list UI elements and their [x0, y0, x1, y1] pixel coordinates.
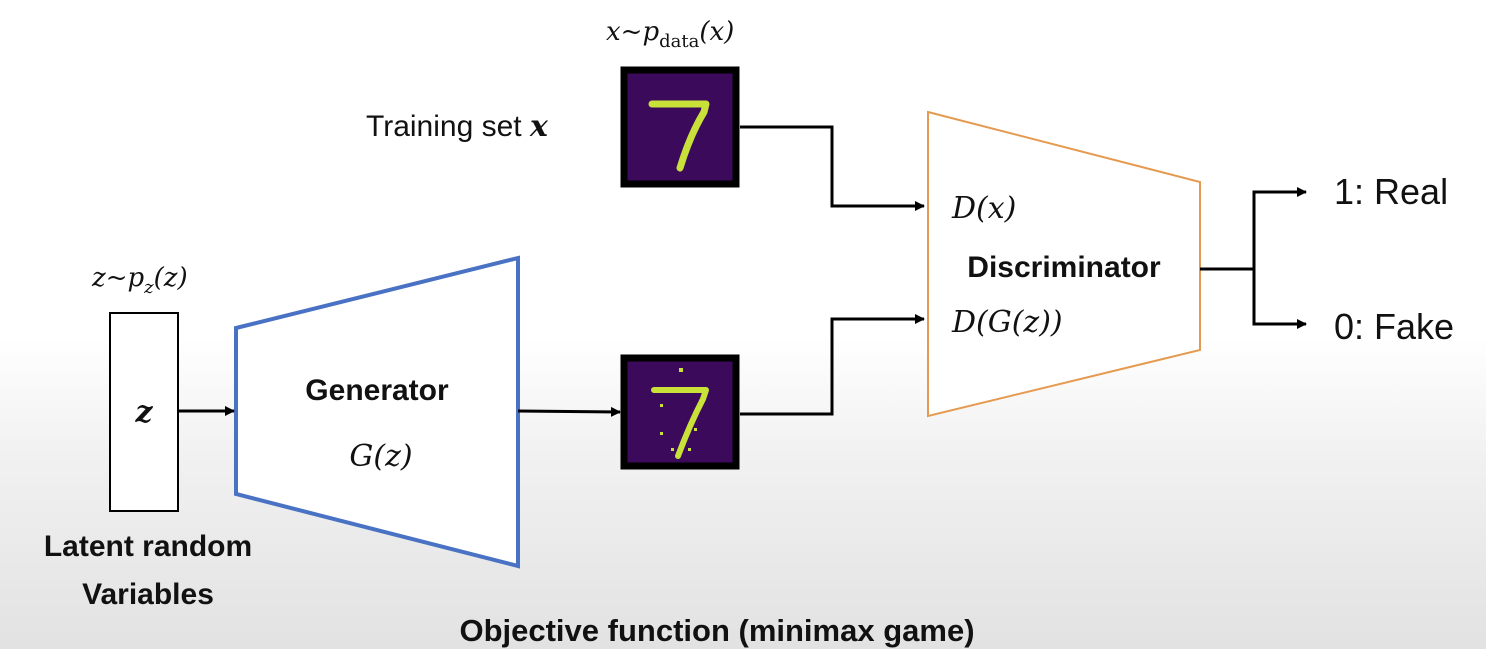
generator-block — [234, 255, 520, 569]
discriminator-block — [927, 110, 1201, 418]
latent-distribution-label: z~pz(z) — [91, 263, 188, 298]
data-distribution-label: x~pdata(x) — [606, 17, 734, 52]
arrow-real-to-discriminator — [740, 125, 925, 211]
latent-vector-box — [109, 312, 179, 512]
generated-digit-image — [620, 354, 740, 470]
generator-title: Generator — [305, 374, 449, 407]
output-real-label: 1: Real — [1334, 171, 1448, 212]
objective-caption: Objective function (minimax game) — [459, 613, 974, 648]
discriminator-title: Discriminator — [967, 251, 1161, 284]
generator-formula: G(z) — [349, 439, 412, 474]
discriminator-input-real: D(x) — [951, 191, 1016, 226]
latent-caption-line2: Variables — [82, 578, 214, 611]
discriminator-input-fake: D(G(z)) — [951, 305, 1063, 340]
output-fake-label: 0: Fake — [1334, 306, 1454, 347]
arrow-fake-to-discriminator — [740, 314, 925, 416]
arrow-output-real — [1252, 187, 1307, 269]
latent-vector-label: z — [134, 395, 153, 430]
latent-caption-line1: Latent random — [44, 530, 252, 563]
training-set-label: Training set x — [366, 109, 549, 144]
arrow-generator-to-image — [517, 406, 621, 417]
arrow-output-fake — [1252, 269, 1307, 329]
real-digit-image — [620, 66, 740, 188]
